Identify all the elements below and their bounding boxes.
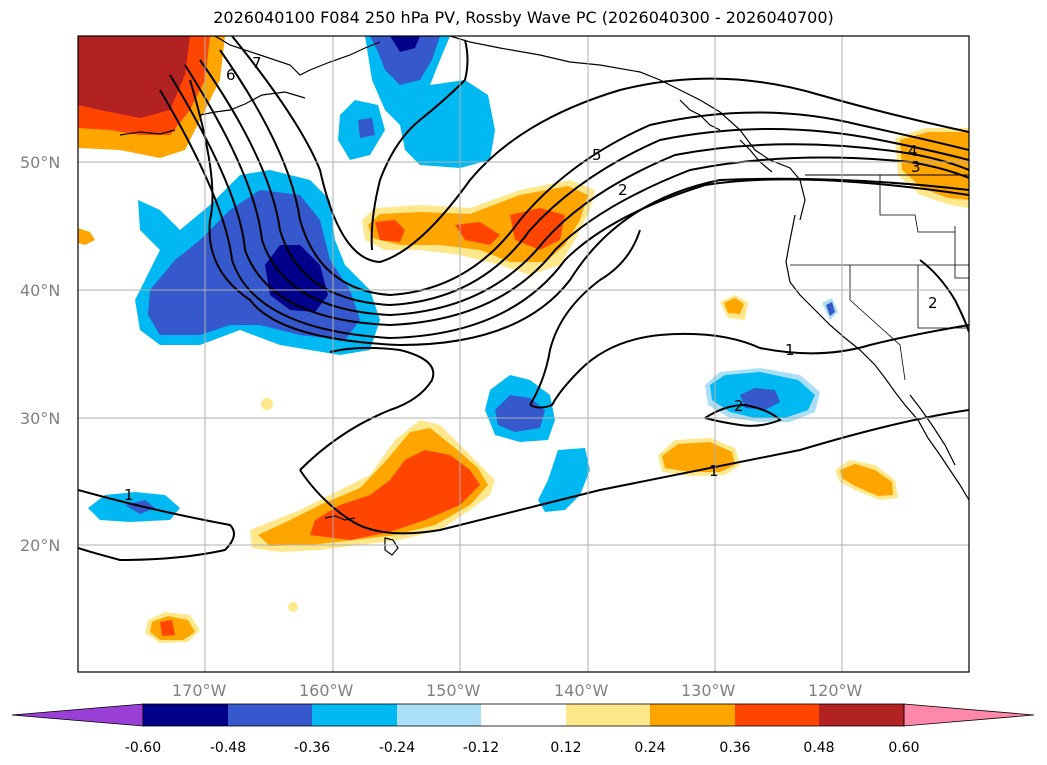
- positive-anomaly-w-edge: [78, 228, 95, 245]
- contour-east-loop: [919, 259, 969, 333]
- colorbar-swatch: [228, 704, 312, 726]
- lat-label-30n: 30°N: [20, 409, 60, 428]
- lat-label-20n: 20°N: [20, 536, 60, 555]
- colorbar-label: -0.48: [210, 740, 246, 756]
- negative-anomaly-north-small-mid: [358, 118, 375, 138]
- colorbar-label: 0.12: [550, 740, 581, 756]
- colorbar-border: [142, 703, 905, 727]
- coastlines: [119, 36, 969, 556]
- positive-blip-1: [261, 398, 273, 410]
- lon-label-150w: 150°W: [426, 681, 481, 700]
- positive-anomaly-nw-core: [78, 36, 190, 118]
- map-title: 2026040100 F084 250 hPa PV, Rossby Wave …: [213, 8, 834, 27]
- latitude-labels: 50°N 40°N 30°N 20°N: [20, 153, 60, 555]
- contour-label: 1: [709, 462, 719, 480]
- lon-label-140w: 140°W: [554, 681, 609, 700]
- contour-label: 1: [124, 486, 134, 504]
- colorbar: -0.60 -0.48 -0.36 -0.24 -0.12 0.12 0.24 …: [11, 703, 1035, 756]
- positive-anomaly-central-mid: [375, 220, 405, 242]
- colorbar-swatch: [650, 704, 735, 726]
- map-frame: [77, 35, 970, 673]
- colorbar-label: -0.24: [379, 740, 415, 756]
- contour-7: [231, 36, 969, 264]
- contour-3: [159, 89, 969, 340]
- colorbar-label: 0.36: [719, 740, 750, 756]
- contour-6: [219, 49, 969, 297]
- gridlines: [78, 36, 969, 672]
- colorbar-swatch: [819, 704, 904, 726]
- contour-4: [169, 74, 969, 327]
- pv-anomaly-fills: [78, 36, 969, 643]
- colorbar-swatch: [735, 704, 819, 726]
- lon-label-160w: 160°W: [299, 681, 354, 700]
- contour-labels: 6 7 5 2 1 2 1 1 4 3 2: [124, 54, 938, 504]
- negative-anomaly-south: [538, 448, 590, 512]
- positive-anomaly-south-mid: [310, 450, 480, 540]
- contour-north-loop: [370, 39, 469, 251]
- colorbar-label: -0.60: [125, 740, 161, 756]
- contour-label: 2: [734, 397, 744, 415]
- contour-label: 2: [928, 294, 938, 312]
- contour-label: 6: [226, 66, 236, 84]
- positive-blip-2: [288, 602, 298, 612]
- contour-label: 3: [911, 158, 921, 176]
- contour-label: 2: [618, 181, 628, 199]
- colorbar-label: 0.60: [888, 740, 919, 756]
- contour-1-main: [78, 489, 235, 562]
- positive-anomaly-sw-small-core: [160, 620, 175, 636]
- negative-anomaly-east-mid: [740, 388, 780, 410]
- longitude-labels: 170°W 160°W 150°W 140°W 130°W 120°W: [172, 681, 863, 700]
- contour-label: 7: [252, 54, 262, 72]
- lon-label-120w: 120°W: [808, 681, 863, 700]
- colorbar-swatch: [143, 704, 228, 726]
- colorbar-swatch: [397, 704, 481, 726]
- positive-anomaly-central-mid2: [455, 222, 500, 245]
- positive-anomaly-east-1-inner: [662, 442, 735, 472]
- contour-south: [299, 346, 969, 535]
- colorbar-label: 0.24: [634, 740, 665, 756]
- contour-loop-east: [529, 229, 969, 409]
- colorbar-extend-high: [903, 703, 1035, 727]
- colorbar-label: -0.12: [463, 740, 499, 756]
- lon-label-170w: 170°W: [172, 681, 227, 700]
- contour-1b: [704, 403, 782, 427]
- negative-anomaly-north-core: [390, 36, 420, 52]
- contour-label: 4: [908, 142, 918, 160]
- colorbar-swatch: [312, 704, 397, 726]
- contour-6b: [199, 59, 969, 307]
- colorbar-label: 0.48: [803, 740, 834, 756]
- negative-anomaly-center-mid: [495, 395, 545, 432]
- lon-label-130w: 130°W: [681, 681, 736, 700]
- colorbar-swatch: [481, 704, 566, 726]
- lat-label-50n: 50°N: [20, 153, 60, 172]
- colorbar-extend-low: [11, 703, 144, 727]
- lat-label-40n: 40°N: [20, 281, 60, 300]
- contour-label: 5: [592, 146, 602, 164]
- negative-anomaly-coast-inner: [826, 302, 835, 316]
- positive-anomaly-east-2-inner: [840, 464, 893, 496]
- contour-lines: [78, 36, 969, 562]
- negative-anomaly-north-mid: [370, 36, 440, 85]
- map-area: 6 7 5 2 1 2 1 1 4 3 2: [78, 36, 969, 672]
- positive-anomaly-coast-inner: [724, 298, 744, 314]
- colorbar-swatch: [566, 704, 650, 726]
- colorbar-label: -0.36: [294, 740, 330, 756]
- contour-label: 1: [785, 341, 795, 359]
- contour-5: [184, 64, 969, 317]
- contour-2: [189, 79, 969, 347]
